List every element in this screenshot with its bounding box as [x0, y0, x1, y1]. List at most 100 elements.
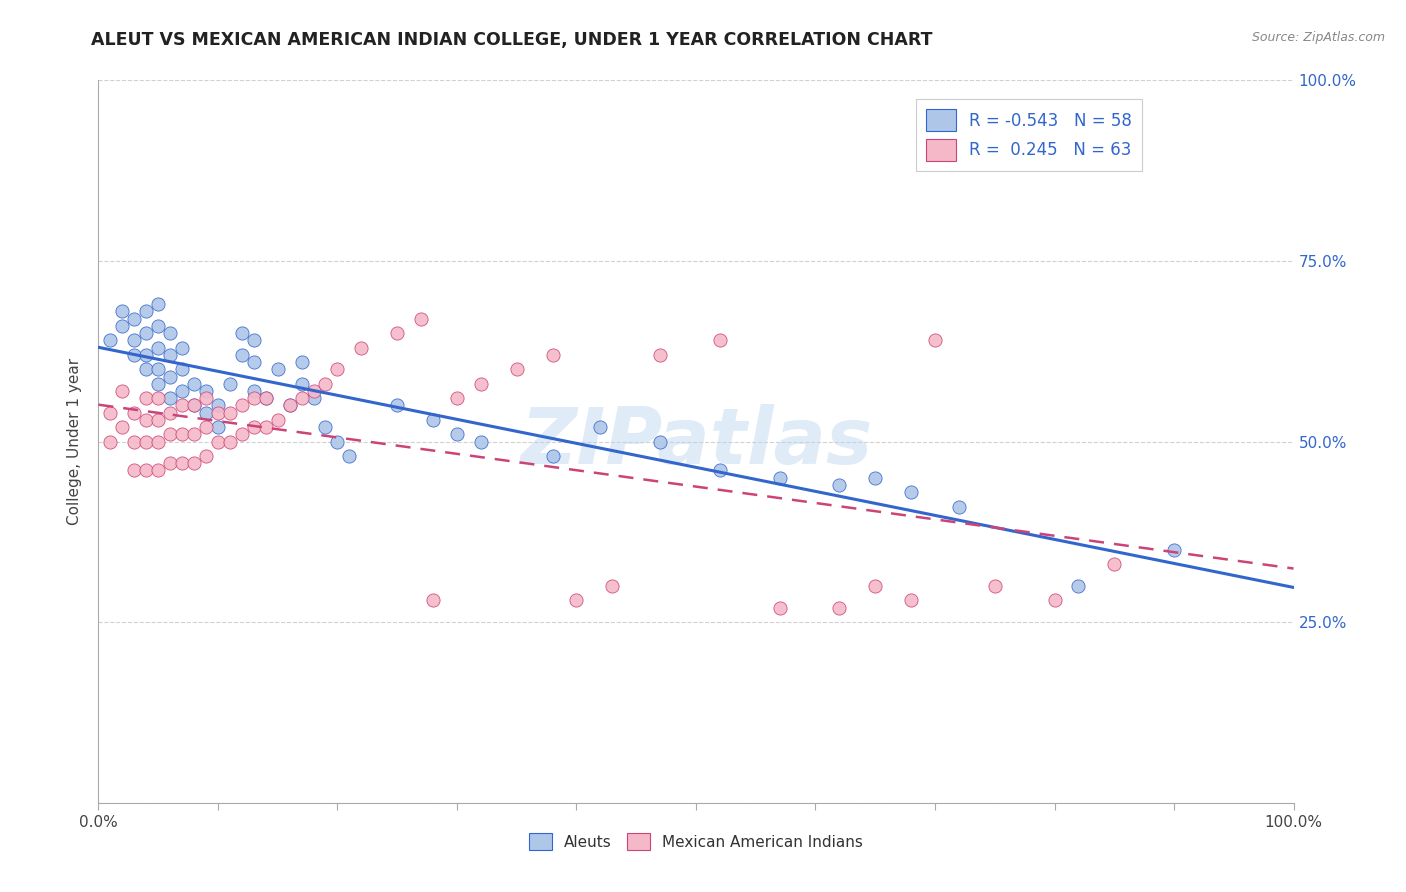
Point	[195, 384, 218, 398]
Point	[446, 427, 468, 442]
Point	[172, 362, 194, 376]
Point	[159, 348, 181, 362]
Point	[148, 362, 170, 376]
Point	[148, 413, 170, 427]
Point	[148, 434, 170, 449]
Point	[267, 413, 290, 427]
Point	[254, 391, 277, 405]
Point	[231, 398, 253, 412]
Point	[1043, 593, 1066, 607]
Point	[183, 376, 205, 391]
Point	[98, 406, 122, 420]
Point	[470, 376, 492, 391]
Point	[231, 427, 253, 442]
Point	[207, 420, 229, 434]
Point	[768, 470, 790, 484]
Point	[172, 456, 194, 470]
Point	[541, 449, 564, 463]
Point	[135, 326, 157, 340]
Point	[219, 406, 242, 420]
Point	[315, 420, 337, 434]
Point	[231, 348, 253, 362]
Point	[159, 456, 181, 470]
Point	[243, 334, 266, 348]
Point	[159, 326, 181, 340]
Point	[135, 362, 157, 376]
Point	[254, 420, 277, 434]
Point	[267, 362, 290, 376]
Point	[243, 355, 266, 369]
Point	[243, 384, 266, 398]
Point	[148, 297, 170, 311]
Point	[339, 449, 361, 463]
Point	[865, 470, 887, 484]
Point	[709, 463, 731, 477]
Point	[124, 434, 146, 449]
Point	[1163, 542, 1185, 557]
Point	[183, 398, 205, 412]
Point	[768, 600, 790, 615]
Point	[98, 334, 122, 348]
Point	[159, 391, 181, 405]
Point	[124, 406, 146, 420]
Point	[183, 427, 205, 442]
Point	[159, 427, 181, 442]
Point	[865, 579, 887, 593]
Point	[422, 413, 444, 427]
Point	[422, 593, 444, 607]
Point	[195, 449, 218, 463]
Point	[648, 434, 672, 449]
Point	[506, 362, 529, 376]
Point	[924, 334, 946, 348]
Point	[900, 485, 922, 500]
Point	[159, 369, 181, 384]
Point	[243, 391, 266, 405]
Point	[828, 600, 851, 615]
Point	[900, 593, 922, 607]
Point	[291, 376, 314, 391]
Point	[411, 311, 433, 326]
Point	[984, 579, 1007, 593]
Point	[159, 406, 181, 420]
Point	[602, 579, 624, 593]
Point	[648, 348, 672, 362]
Point	[302, 391, 325, 405]
Point	[254, 391, 277, 405]
Point	[195, 420, 218, 434]
Point	[1104, 558, 1126, 572]
Point	[291, 391, 314, 405]
Point	[291, 355, 314, 369]
Point	[385, 326, 409, 340]
Point	[219, 434, 242, 449]
Point	[148, 463, 170, 477]
Point	[124, 463, 146, 477]
Point	[470, 434, 492, 449]
Point	[124, 348, 146, 362]
Point	[135, 304, 157, 318]
Point	[207, 434, 229, 449]
Point	[183, 398, 205, 412]
Y-axis label: College, Under 1 year: College, Under 1 year	[67, 358, 83, 525]
Point	[148, 318, 170, 333]
Point	[326, 434, 349, 449]
Point	[98, 434, 122, 449]
Point	[135, 434, 157, 449]
Point	[111, 384, 134, 398]
Point	[124, 311, 146, 326]
Text: ZIPatlas: ZIPatlas	[520, 403, 872, 480]
Point	[243, 420, 266, 434]
Point	[278, 398, 301, 412]
Point	[541, 348, 564, 362]
Text: ALEUT VS MEXICAN AMERICAN INDIAN COLLEGE, UNDER 1 YEAR CORRELATION CHART: ALEUT VS MEXICAN AMERICAN INDIAN COLLEGE…	[91, 31, 934, 49]
Legend: Aleuts, Mexican American Indians: Aleuts, Mexican American Indians	[523, 827, 869, 856]
Point	[302, 384, 325, 398]
Point	[326, 362, 349, 376]
Point	[148, 376, 170, 391]
Point	[709, 334, 731, 348]
Point	[589, 420, 612, 434]
Point	[231, 326, 253, 340]
Point	[148, 391, 170, 405]
Point	[207, 406, 229, 420]
Point	[135, 348, 157, 362]
Point	[195, 406, 218, 420]
